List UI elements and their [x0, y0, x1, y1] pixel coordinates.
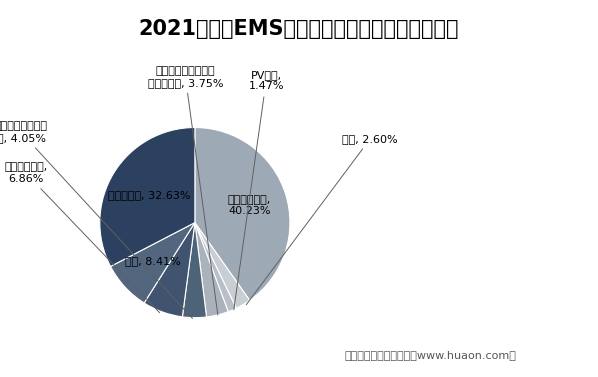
Wedge shape [195, 127, 290, 300]
Text: 智能组件及智能设
备, 4.05%: 智能组件及智能设 备, 4.05% [0, 121, 193, 319]
Wedge shape [195, 222, 236, 312]
Wedge shape [182, 222, 206, 318]
Wedge shape [144, 222, 195, 317]
Text: 2021年全球EMS市场下游行业应用需求占比情况: 2021年全球EMS市场下游行业应用需求占比情况 [139, 19, 459, 39]
Text: 其他, 2.60%: 其他, 2.60% [246, 134, 398, 305]
Wedge shape [195, 222, 228, 317]
Text: 制图：华经产业研究院（www.huaon.com）: 制图：华经产业研究院（www.huaon.com） [344, 350, 517, 360]
Text: 交通, 8.41%: 交通, 8.41% [125, 256, 181, 266]
Wedge shape [195, 222, 249, 308]
Wedge shape [111, 222, 195, 303]
Wedge shape [100, 127, 195, 267]
Text: 通信及门户, 32.63%: 通信及门户, 32.63% [108, 190, 191, 200]
Text: PV组件,
1.47%: PV组件, 1.47% [234, 70, 284, 310]
Text: 医疗、辅助生活及健
康电子产品, 3.75%: 医疗、辅助生活及健 康电子产品, 3.75% [148, 66, 223, 315]
Text: 消费电子产品,
40.23%: 消费电子产品, 40.23% [228, 195, 271, 216]
Text: 工业电子产品,
6.86%: 工业电子产品, 6.86% [4, 162, 160, 313]
